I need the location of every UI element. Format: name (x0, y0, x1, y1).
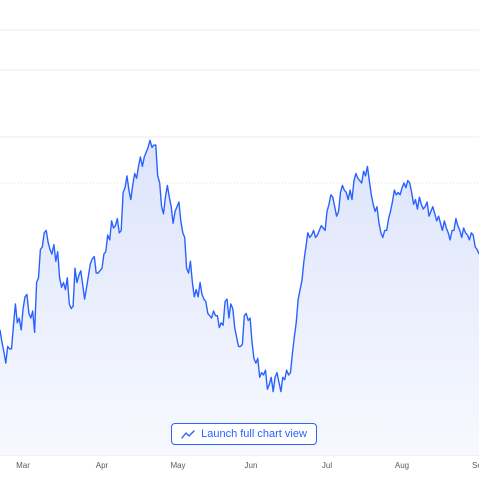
x-tick-label: Aug (395, 461, 409, 470)
x-tick-label: Mar (16, 461, 30, 470)
launch-button-label: Launch full chart view (201, 428, 307, 440)
x-tick-label: May (170, 461, 185, 470)
area-fill (0, 140, 479, 456)
trend-line-icon (181, 429, 195, 439)
x-tick-label: Se (472, 461, 479, 470)
launch-full-chart-button[interactable]: Launch full chart view (171, 423, 317, 445)
x-tick-label: Apr (96, 461, 109, 470)
series-line (0, 139, 479, 393)
x-tick-label: Jul (322, 461, 332, 470)
x-axis-ticks: Mar Apr May Jun Jul Aug Se (16, 461, 479, 470)
x-tick-label: Jun (245, 461, 258, 470)
